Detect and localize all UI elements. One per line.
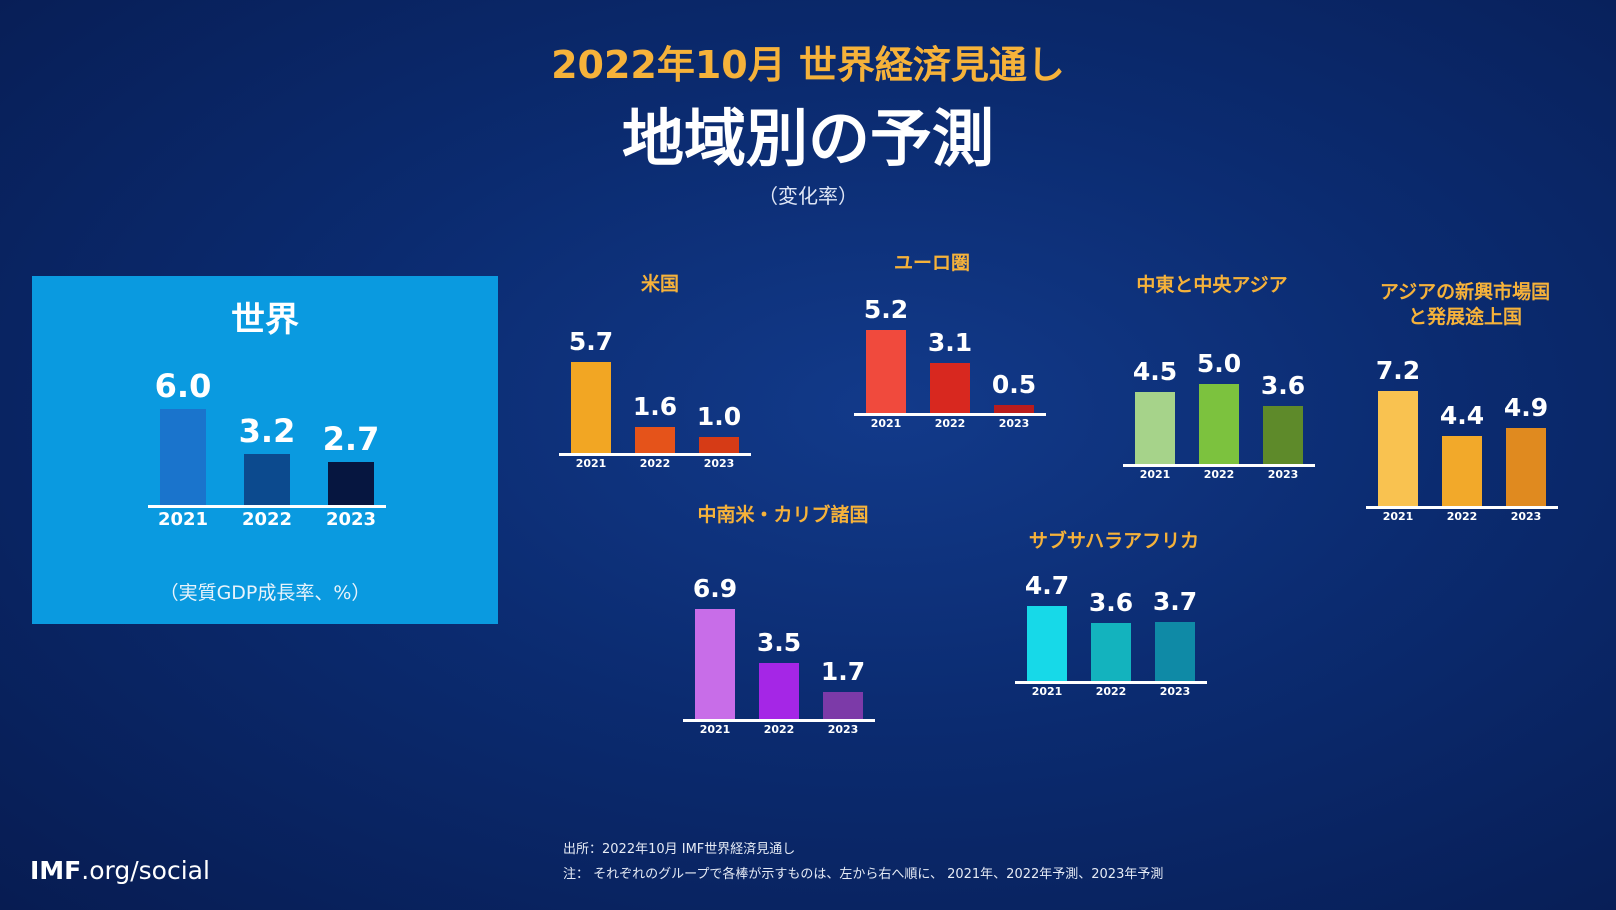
bar-2021	[160, 409, 206, 505]
world-title: 世界	[231, 300, 299, 340]
value-label: 4.4	[1439, 400, 1485, 430]
year-label: 2022	[241, 509, 293, 530]
bar-2022	[635, 427, 675, 453]
bar-2022	[1199, 384, 1239, 464]
chart-title: 中東と中央アジア	[1136, 274, 1288, 296]
bar-2021	[866, 329, 906, 413]
logo-rest: .org/social	[81, 856, 210, 885]
value-label: 3.1	[927, 328, 973, 358]
value-label: 7.2	[1375, 355, 1421, 385]
chart-title: ユーロ圏	[893, 252, 971, 274]
baseline-axis	[854, 413, 1046, 416]
chart-title: 中南米・カリブ諸国	[697, 504, 869, 526]
year-label: 2021	[575, 457, 607, 470]
year-label: 2022	[934, 417, 966, 430]
value-label: 6.9	[692, 573, 738, 603]
page-title: 地域別の予測	[621, 102, 994, 175]
bar-2023	[994, 405, 1034, 413]
baseline-axis	[148, 505, 386, 508]
value-label: 3.5	[756, 628, 802, 657]
bar-2022	[759, 663, 799, 719]
value-label: 1.0	[696, 402, 742, 431]
value-label: 5.2	[863, 294, 909, 324]
value-label: 4.5	[1132, 357, 1178, 386]
value-label: 3.7	[1152, 586, 1198, 616]
year-label: 2021	[1031, 685, 1063, 698]
value-label: 6.0	[154, 367, 212, 405]
value-label: 0.5	[991, 370, 1037, 399]
value-label: 1.6	[632, 392, 678, 422]
bar-2022	[930, 363, 970, 413]
subtitle: （変化率）	[758, 184, 858, 208]
value-label: 5.0	[1196, 349, 1242, 378]
imf-logo: IMF.org/social	[30, 856, 210, 885]
year-label: 2023	[703, 457, 735, 470]
value-label: 4.9	[1503, 392, 1549, 422]
value-label: 1.7	[820, 656, 866, 686]
year-label: 2022	[1203, 468, 1235, 481]
value-label: 4.7	[1024, 570, 1070, 600]
baseline-axis	[1366, 506, 1558, 509]
bar-2023	[1506, 427, 1546, 506]
bar-2021	[571, 361, 611, 453]
year-label: 2023	[1159, 685, 1191, 698]
year-label: 2022	[1446, 510, 1478, 523]
bar-2023	[699, 437, 739, 453]
world-panel: 世界 （実質GDP成長率、%）	[32, 276, 498, 624]
year-label: 2023	[998, 417, 1030, 430]
bar-2022	[1091, 623, 1131, 681]
baseline-axis	[1015, 681, 1207, 684]
chart-title: 米国	[640, 273, 680, 295]
world-note: （実質GDP成長率、%）	[159, 582, 371, 604]
bar-2021	[1135, 392, 1175, 464]
year-label: 2021	[870, 417, 902, 430]
value-label: 3.6	[1088, 588, 1134, 618]
year-label: 2021	[1139, 468, 1171, 481]
value-label: 2.7	[322, 419, 380, 458]
year-label: 2023	[1510, 510, 1542, 523]
title-top: 2022年10月 世界経済見通し	[551, 43, 1065, 87]
year-label: 2021	[1382, 510, 1414, 523]
year-label: 2021	[699, 723, 731, 736]
chart-title: サブサハラアフリカ	[1028, 530, 1200, 552]
value-label: 3.6	[1260, 371, 1306, 401]
year-label: 2022	[1095, 685, 1127, 698]
year-label: 2021	[157, 509, 209, 530]
value-label: 3.2	[238, 411, 296, 450]
footnote: 注： それぞれのグループで各棒が示すものは、左から右へ順に、 2021年、202…	[563, 867, 1164, 882]
value-label: 5.7	[568, 326, 614, 356]
bar-2022	[244, 453, 290, 505]
bar-2023	[1263, 406, 1303, 464]
baseline-axis	[683, 719, 875, 722]
bar-2021	[1378, 390, 1418, 506]
baseline-axis	[559, 453, 751, 456]
source-note: 出所：2022年10月 IMF世界経済見通し	[563, 842, 796, 857]
chart-title: アジアの新興市場国 と発展途上国	[1379, 281, 1551, 328]
bar-2022	[1442, 435, 1482, 506]
logo-bold: IMF	[30, 856, 82, 885]
year-label: 2022	[763, 723, 795, 736]
bar-2021	[1027, 605, 1067, 681]
year-label: 2023	[1267, 468, 1299, 481]
bar-2023	[328, 461, 374, 505]
year-label: 2022	[639, 457, 671, 470]
year-label: 2023	[827, 723, 859, 736]
bar-2023	[1155, 621, 1195, 681]
baseline-axis	[1123, 464, 1315, 467]
bar-2021	[695, 608, 735, 719]
bar-2023	[823, 691, 863, 719]
year-label: 2023	[325, 509, 377, 530]
